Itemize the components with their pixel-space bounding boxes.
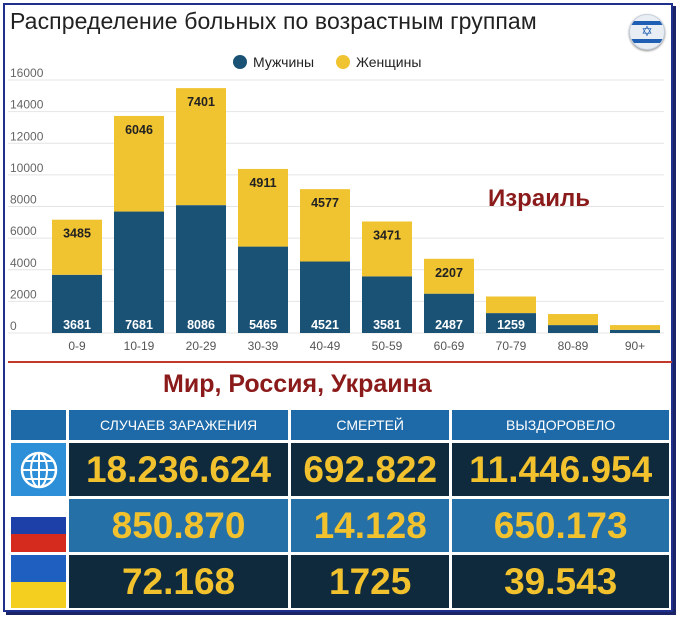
data-label-men: 2487 — [435, 318, 463, 332]
data-label-men: 5465 — [249, 318, 277, 332]
ukraine-flag-icon — [11, 555, 66, 608]
ukraine-deaths-value: 1725 — [291, 555, 450, 608]
data-label-women: 6046 — [125, 123, 153, 137]
bar-women — [176, 88, 226, 206]
bar-men — [362, 276, 412, 333]
x-tick-label: 10-19 — [124, 339, 155, 353]
bar-women — [424, 258, 474, 294]
bar-men — [300, 261, 350, 333]
russia-recovered-value: 650.173 — [452, 499, 669, 552]
header-recovered: ВЫЗДОРОВЕЛО — [452, 410, 669, 440]
y-tick-label: 10000 — [10, 161, 44, 175]
country-label-israel: Израиль — [488, 185, 590, 212]
ukraine-recovered-value: 39.543 — [452, 555, 669, 608]
data-label-women: 3471 — [373, 228, 401, 242]
data-label-women: 7401 — [187, 95, 215, 109]
world-cases-value: 18.236.624 — [69, 443, 289, 496]
chart-legend: Мужчины Женщины — [233, 54, 439, 72]
x-tick-label: 0-9 — [68, 339, 86, 353]
x-tick-label: 90+ — [625, 339, 645, 353]
header-blank-cell — [11, 410, 66, 440]
y-tick-label: 0 — [10, 319, 17, 333]
y-tick-label: 16000 — [10, 66, 44, 80]
bar-women — [486, 296, 536, 314]
y-tick-label: 6000 — [10, 224, 37, 238]
header-cases: СЛУЧАЕВ ЗАРАЖЕНИЯ — [69, 410, 289, 440]
data-label-men: 1259 — [497, 318, 525, 332]
legend-swatch-women — [335, 55, 350, 69]
stats-header-row: СЛУЧАЕВ ЗАРАЖЕНИЯ СМЕРТЕЙ ВЫЗДОРОВЕЛО — [11, 410, 669, 440]
legend-item-women: Женщины — [335, 54, 422, 70]
bar-men — [176, 205, 226, 333]
bar-men — [424, 293, 474, 333]
data-label-women: 3485 — [63, 227, 91, 241]
y-tick-label: 4000 — [10, 256, 37, 270]
bar-women — [610, 325, 660, 330]
bar-women — [52, 219, 102, 275]
x-tick-label: 30-39 — [248, 339, 279, 353]
bar-men — [486, 313, 536, 333]
data-label-men: 7681 — [125, 318, 153, 332]
x-tick-label: 60-69 — [434, 339, 465, 353]
data-label-men: 4521 — [311, 318, 339, 332]
chart-title: Распределение больных по возрастным груп… — [10, 8, 537, 34]
data-label-men: 3681 — [63, 318, 91, 332]
x-tick-label: 40-49 — [310, 339, 341, 353]
legend-swatch-men — [233, 55, 247, 69]
bar-men — [52, 274, 102, 333]
legend-label-women: Женщины — [355, 54, 422, 70]
legend-item-men: Мужчины — [233, 54, 314, 70]
stats-row-russia: 850.870 14.128 650.173 — [11, 499, 669, 552]
y-tick-label: 14000 — [10, 98, 44, 112]
data-label-women: 2207 — [435, 266, 463, 280]
x-tick-label: 70-79 — [496, 339, 527, 353]
world-section-title: Мир, Россия, Украина — [163, 370, 432, 398]
russia-deaths-value: 14.128 — [291, 499, 450, 552]
bar-women — [362, 221, 412, 277]
section-divider — [8, 361, 672, 363]
y-tick-label: 2000 — [10, 287, 37, 301]
x-tick-label: 80-89 — [558, 339, 589, 353]
data-label-women: 4577 — [311, 196, 339, 210]
bar-men — [114, 211, 164, 333]
bar-chart: 0 2000 4000 6000 8000 10000 12000 14000 16000 368… — [8, 66, 664, 353]
israel-flag-icon: ✡ — [629, 14, 665, 50]
ukraine-cases-value: 72.168 — [69, 555, 289, 608]
bar-women — [114, 115, 164, 212]
bar-men — [610, 329, 660, 333]
russia-flag-icon — [11, 499, 66, 552]
data-label-men: 3581 — [373, 318, 401, 332]
globe-icon — [11, 443, 66, 496]
world-deaths-value: 692.822 — [291, 443, 450, 496]
x-tick-label: 20-29 — [186, 339, 217, 353]
data-label-women: 4911 — [249, 176, 276, 190]
bar-men — [238, 246, 288, 333]
data-label-men: 8086 — [187, 318, 215, 332]
bar-women — [238, 168, 288, 247]
y-tick-label: 8000 — [10, 193, 37, 207]
russia-cases-value: 850.870 — [69, 499, 289, 552]
legend-label-men: Мужчины — [253, 54, 315, 70]
bar-women — [300, 189, 350, 262]
x-tick-label: 50-59 — [372, 339, 403, 353]
stats-row-world: 18.236.624 692.822 11.446.954 — [11, 443, 669, 496]
world-recovered-value: 11.446.954 — [452, 443, 669, 496]
stats-row-ukraine: 72.168 1725 39.543 — [11, 555, 669, 608]
header-deaths: СМЕРТЕЙ — [291, 410, 450, 440]
y-tick-label: 12000 — [10, 129, 44, 143]
bar-women — [548, 314, 598, 326]
stats-table: СЛУЧАЕВ ЗАРАЖЕНИЯ СМЕРТЕЙ ВЫЗДОРОВЕЛО 18… — [8, 407, 672, 611]
bar-men — [548, 325, 598, 333]
